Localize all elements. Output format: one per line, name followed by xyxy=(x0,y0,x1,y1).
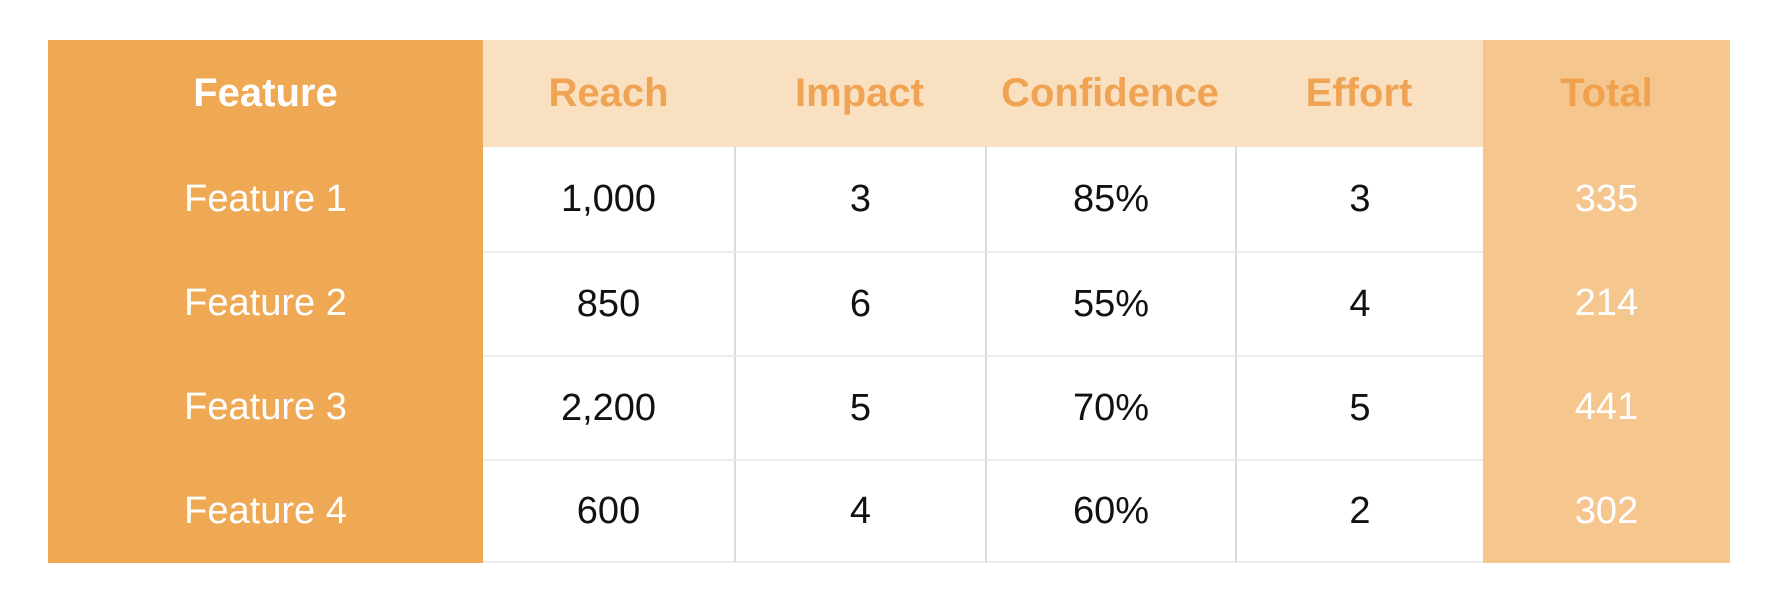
cell-row3-effort: 5 xyxy=(1235,355,1483,459)
column-header-confidence: Confidence xyxy=(985,40,1235,147)
cell-row3-total: 441 xyxy=(1483,355,1730,459)
cell-row1-feature: Feature 1 xyxy=(48,147,483,251)
cell-row1-reach: 1,000 xyxy=(483,147,734,251)
cell-row4-reach: 600 xyxy=(483,459,734,563)
cell-row4-impact: 4 xyxy=(734,459,985,563)
cell-row2-confidence: 55% xyxy=(985,251,1235,355)
cell-row2-reach: 850 xyxy=(483,251,734,355)
rice-score-table: Feature Reach Impact Confidence Effort T… xyxy=(48,40,1730,563)
column-header-impact: Impact xyxy=(734,40,985,147)
cell-row4-confidence: 60% xyxy=(985,459,1235,563)
cell-row4-total: 302 xyxy=(1483,459,1730,563)
cell-row1-effort: 3 xyxy=(1235,147,1483,251)
column-header-feature: Feature xyxy=(48,40,483,147)
cell-row2-feature: Feature 2 xyxy=(48,251,483,355)
cell-row4-feature: Feature 4 xyxy=(48,459,483,563)
cell-row4-effort: 2 xyxy=(1235,459,1483,563)
cell-row3-impact: 5 xyxy=(734,355,985,459)
cell-row1-confidence: 85% xyxy=(985,147,1235,251)
cell-row3-reach: 2,200 xyxy=(483,355,734,459)
column-header-effort: Effort xyxy=(1235,40,1483,147)
cell-row2-impact: 6 xyxy=(734,251,985,355)
column-header-reach: Reach xyxy=(483,40,734,147)
cell-row1-impact: 3 xyxy=(734,147,985,251)
cell-row3-feature: Feature 3 xyxy=(48,355,483,459)
cell-row1-total: 335 xyxy=(1483,147,1730,251)
cell-row3-confidence: 70% xyxy=(985,355,1235,459)
column-header-total: Total xyxy=(1483,40,1730,147)
cell-row2-effort: 4 xyxy=(1235,251,1483,355)
cell-row2-total: 214 xyxy=(1483,251,1730,355)
